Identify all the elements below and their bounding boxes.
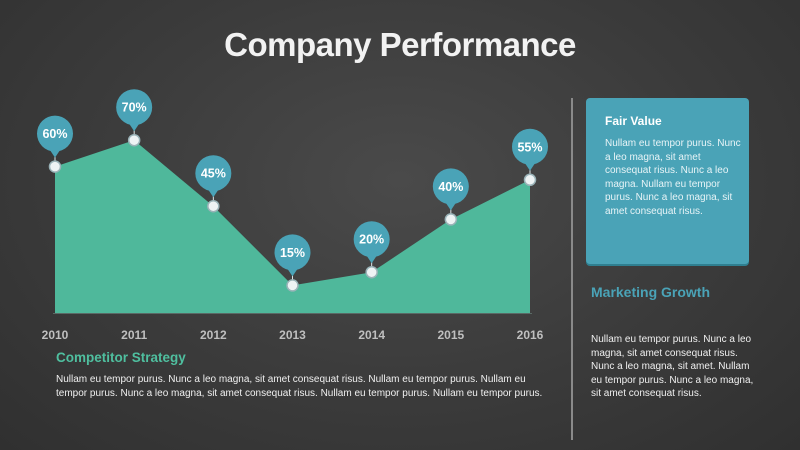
marketing-growth-title: Marketing Growth [591, 284, 711, 300]
data-label-pointer [207, 188, 220, 198]
data-label-bubble: 70% [116, 89, 153, 132]
x-tick-label: 2013 [279, 328, 306, 342]
data-label-circle [195, 155, 232, 192]
vertical-divider [571, 98, 573, 440]
data-label-pointer [365, 254, 378, 264]
data-point [365, 265, 378, 279]
data-label-circle [274, 234, 311, 271]
data-label: 60% [42, 127, 67, 141]
data-label: 15% [280, 246, 305, 260]
data-label-pointer [444, 201, 457, 211]
fair-value-card: Fair Value Nullam eu tempor purus. Nunc … [586, 98, 749, 264]
x-tick-label: 2012 [200, 328, 227, 342]
data-point [523, 173, 537, 187]
marketing-growth-text: Nullam eu tempor purus. Nunc a leo magna… [591, 334, 754, 399]
data-label-bubble: 60% [37, 115, 73, 158]
data-label-pointer [286, 267, 299, 277]
data-label-bubble: 40% [432, 168, 469, 211]
data-label: 45% [201, 167, 226, 181]
fair-value-title: Fair Value [605, 114, 662, 128]
page-title: Company Performance [224, 26, 576, 63]
data-point [444, 213, 458, 226]
data-label-pointer [128, 122, 141, 132]
data-label: 70% [122, 101, 147, 115]
data-label-pointer [49, 148, 61, 158]
competitor-strategy-text: Nullam eu tempor purus. Nunc a leo magna… [56, 374, 543, 399]
data-label-pointer [524, 161, 536, 171]
data-label: 55% [517, 140, 542, 154]
data-label-circle [353, 221, 390, 258]
data-label: 20% [359, 233, 384, 247]
x-tick-label: 2015 [437, 328, 464, 342]
data-label-circle [116, 89, 153, 126]
data-point [127, 133, 141, 147]
data-point [207, 199, 220, 213]
x-tick-label: 2016 [517, 328, 544, 342]
fair-value-text: Nullam eu tempor purus. Nunc a leo magna… [605, 138, 741, 217]
data-label-bubble: 20% [353, 221, 390, 264]
data-point [48, 160, 62, 173]
x-tick-label: 2011 [121, 328, 147, 342]
data-label: 40% [438, 180, 463, 194]
competitor-strategy-title: Competitor Strategy [56, 350, 186, 365]
x-tick-label: 2010 [42, 328, 69, 342]
data-point [286, 279, 299, 292]
data-label-circle [37, 115, 73, 152]
data-label-bubble: 15% [274, 234, 311, 277]
data-label-circle [432, 168, 469, 205]
x-tick-label: 2014 [358, 328, 385, 342]
data-label-circle [512, 128, 548, 165]
data-label-bubble: 55% [512, 128, 548, 171]
area-series [55, 140, 530, 313]
data-label-bubble: 45% [195, 155, 232, 198]
